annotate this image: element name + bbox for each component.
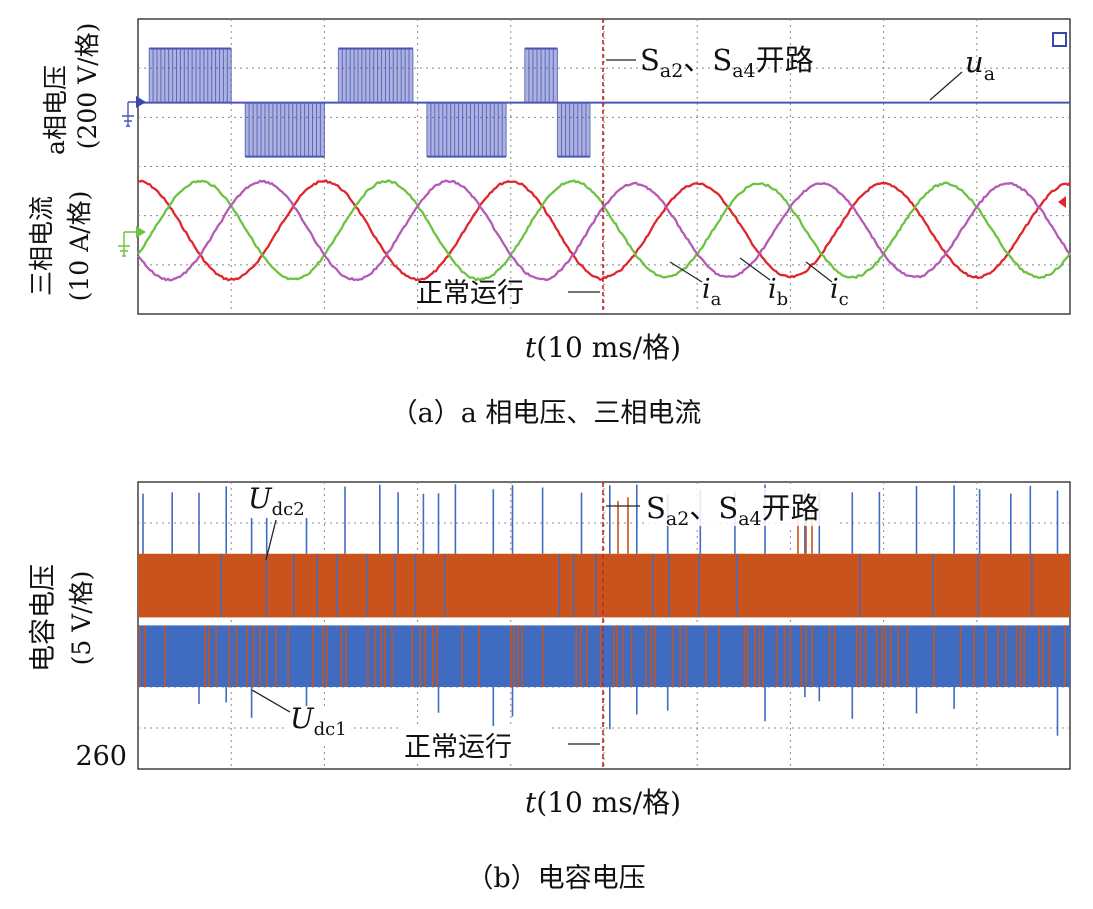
ua-pulse-edges	[426, 102, 507, 157]
series-currents	[137, 179, 1071, 282]
y-tick-260: 260	[75, 741, 127, 772]
current-trace-ic	[137, 179, 1071, 282]
label-ic: ic	[830, 274, 849, 310]
ua-pulse-band	[149, 48, 232, 103]
ib-leader	[739, 257, 771, 281]
panel-a: a相电压 (200 V/格) 三相电流 (10 A/格) Sa2、Sa4开路 u…	[27, 18, 1071, 429]
ylabel-b-line2: (5 V/格)	[67, 571, 96, 666]
udc1-leader	[251, 689, 291, 713]
udc1-spikes-upper	[220, 553, 1033, 618]
ua-leader	[929, 71, 963, 101]
normal-annotation-b: 正常运行	[404, 732, 512, 763]
xlabel-a: t(10 ms/格)	[525, 331, 681, 364]
label-ia: ia	[702, 274, 722, 310]
panel-b: 电容电压 (5 V/格) 260 Sa2、Sa4开路 Udc2 Udc1 正常运…	[28, 481, 1071, 894]
fault-annotation-a: Sa2、Sa4开路	[640, 43, 814, 82]
udc1-label-bg	[288, 706, 350, 742]
current-level-arrow	[1058, 196, 1066, 208]
udc2-leader	[265, 519, 277, 561]
series-ua	[138, 47, 1070, 158]
current-ground-marker	[118, 231, 138, 257]
voltage-channel-arrow	[136, 96, 146, 108]
label-udc2: Udc2	[248, 482, 305, 520]
ia-leader	[669, 261, 703, 283]
label-udc1: Udc1	[290, 702, 347, 740]
ic-leader	[805, 261, 833, 283]
current-channel-arrow	[136, 226, 146, 238]
xlabel-b: t(10 ms/格)	[525, 786, 681, 819]
udc2-spikes-lower	[139, 625, 1066, 687]
udc2-upper-spikes	[617, 497, 813, 554]
ua-pulse-edges	[556, 102, 591, 157]
normal-annotation-bg-b	[402, 726, 548, 762]
udc2-label-bg	[244, 484, 316, 518]
ylabel-current-line2: (10 A/格)	[65, 191, 94, 302]
ylabel-voltage-line2: (200 V/格)	[73, 23, 102, 150]
udc2-band	[138, 553, 1070, 618]
ua-pulse-edges	[148, 48, 232, 103]
caption-a: （a）a 相电压、三相电流	[391, 398, 702, 429]
udc1-tall-spikes	[142, 484, 1059, 736]
fault-annotation-bg-b	[644, 488, 840, 526]
series-capacitor-voltages	[138, 484, 1070, 736]
ua-pulse-edges	[244, 102, 325, 157]
fault-annotation-b: Sa2、Sa4开路	[646, 491, 820, 530]
ua-pulse-edges	[337, 48, 414, 103]
normal-annotation-a: 正常运行	[416, 278, 524, 309]
ylabel-voltage-line1: a相电压	[41, 65, 70, 155]
ylabel-current-line1: 三相电流	[27, 196, 56, 296]
trigger-icon	[1052, 32, 1067, 47]
ua-pulse-band	[338, 48, 413, 103]
caption-b: （b）电容电压	[466, 863, 645, 894]
ylabel-b-line1: 电容电压	[28, 564, 59, 672]
udc1-band	[138, 625, 1070, 687]
label-ib: ib	[768, 274, 788, 310]
ua-pulse-edges	[524, 48, 558, 103]
label-ua: ua	[965, 45, 995, 85]
voltage-ground-marker	[122, 101, 138, 127]
